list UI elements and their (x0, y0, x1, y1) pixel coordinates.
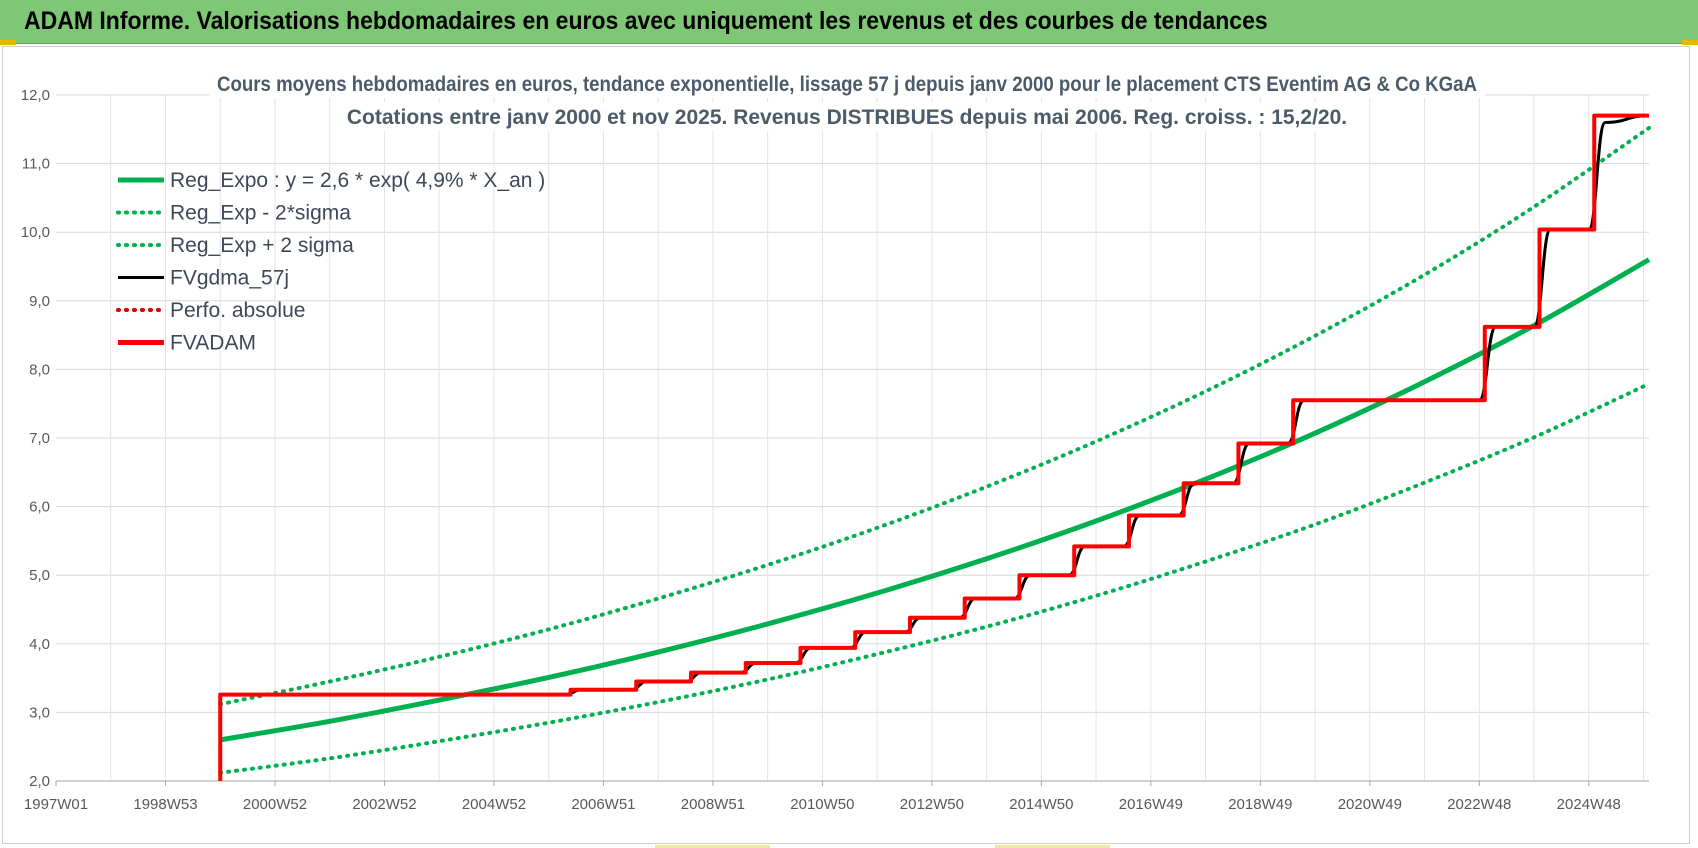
series-line-3 (220, 114, 1650, 697)
legend-label: Reg_Expo : y = 2,6 * exp( 4,9% * X_an ) (170, 169, 545, 192)
x-tick-label: 2014W50 (1009, 796, 1073, 813)
x-tick-label: 2002W52 (352, 796, 416, 813)
y-tick-label: 7,0 (29, 430, 50, 447)
title-background (338, 103, 1356, 131)
y-tick-label: 3,0 (29, 704, 50, 721)
y-tick-label: 8,0 (29, 361, 50, 378)
header-banner: ADAM Informe. Valorisations hebdomadaire… (0, 0, 1698, 44)
y-tick-label: 6,0 (29, 499, 50, 516)
x-tick-label: 2000W52 (243, 796, 307, 813)
x-tick-label: 2010W50 (790, 796, 854, 813)
legend-label: FVADAM (170, 332, 256, 355)
y-tick-label: 5,0 (29, 567, 50, 584)
y-tick-label: 11,0 (22, 156, 50, 173)
y-tick-label: 9,0 (29, 293, 50, 310)
chart-title-line: Cotations entre janv 2000 et nov 2025. R… (347, 106, 1347, 129)
legend-label: Reg_Exp - 2*sigma (170, 202, 351, 225)
series-line-5 (218, 113, 1649, 781)
header-title: ADAM Informe. Valorisations hebdomadaire… (24, 7, 1268, 35)
x-tick-label: 1997W01 (24, 796, 88, 813)
x-tick-label: 2016W49 (1119, 796, 1183, 813)
chart-title: Cours moyens hebdomadaires en euros, ten… (209, 70, 1485, 131)
y-tick-label: 2,0 (29, 773, 50, 790)
x-tick-label: 2020W49 (1338, 796, 1402, 813)
x-tick-label: 2012W50 (900, 796, 964, 813)
footer-mark-1 (655, 845, 770, 848)
x-tick-label: 1998W53 (133, 796, 197, 813)
corner-mark-right (1682, 40, 1698, 45)
series-line-1 (218, 381, 1651, 775)
series (218, 113, 1651, 781)
x-tick-label: 2022W48 (1447, 796, 1511, 813)
y-tick-label: 12,0 (21, 87, 50, 104)
title-background (209, 70, 1485, 98)
legend-label: FVgdma_57j (170, 267, 289, 290)
footer-mark-2 (995, 845, 1110, 848)
grid (56, 94, 1649, 782)
x-tick-label: 2006W51 (571, 796, 635, 813)
chart-title-line: Cours moyens hebdomadaires en euros, ten… (217, 73, 1477, 96)
legend: Reg_Expo : y = 2,6 * exp( 4,9% * X_an ) R… (116, 169, 545, 355)
y-tick-label: 10,0 (21, 224, 50, 241)
x-tick-label: 2018W49 (1228, 796, 1292, 813)
axes: 2,0 3,0 4,0 5,0 6,0 7,0 8,0 9,0 10,0 11,0 12,0 1997… (21, 87, 1649, 813)
chart-frame (2, 46, 1690, 844)
legend-label: Perfo. absolue (170, 299, 305, 322)
legend-label: Reg_Exp + 2 sigma (170, 234, 354, 257)
y-tick-label: 4,0 (29, 636, 50, 653)
corner-mark-left (0, 40, 16, 45)
series-line-2 (218, 125, 1651, 707)
series-line-0 (219, 257, 1651, 743)
x-tick-label: 2024W48 (1557, 796, 1621, 813)
x-tick-label: 2008W51 (681, 796, 745, 813)
x-tick-label: 2004W52 (462, 796, 526, 813)
